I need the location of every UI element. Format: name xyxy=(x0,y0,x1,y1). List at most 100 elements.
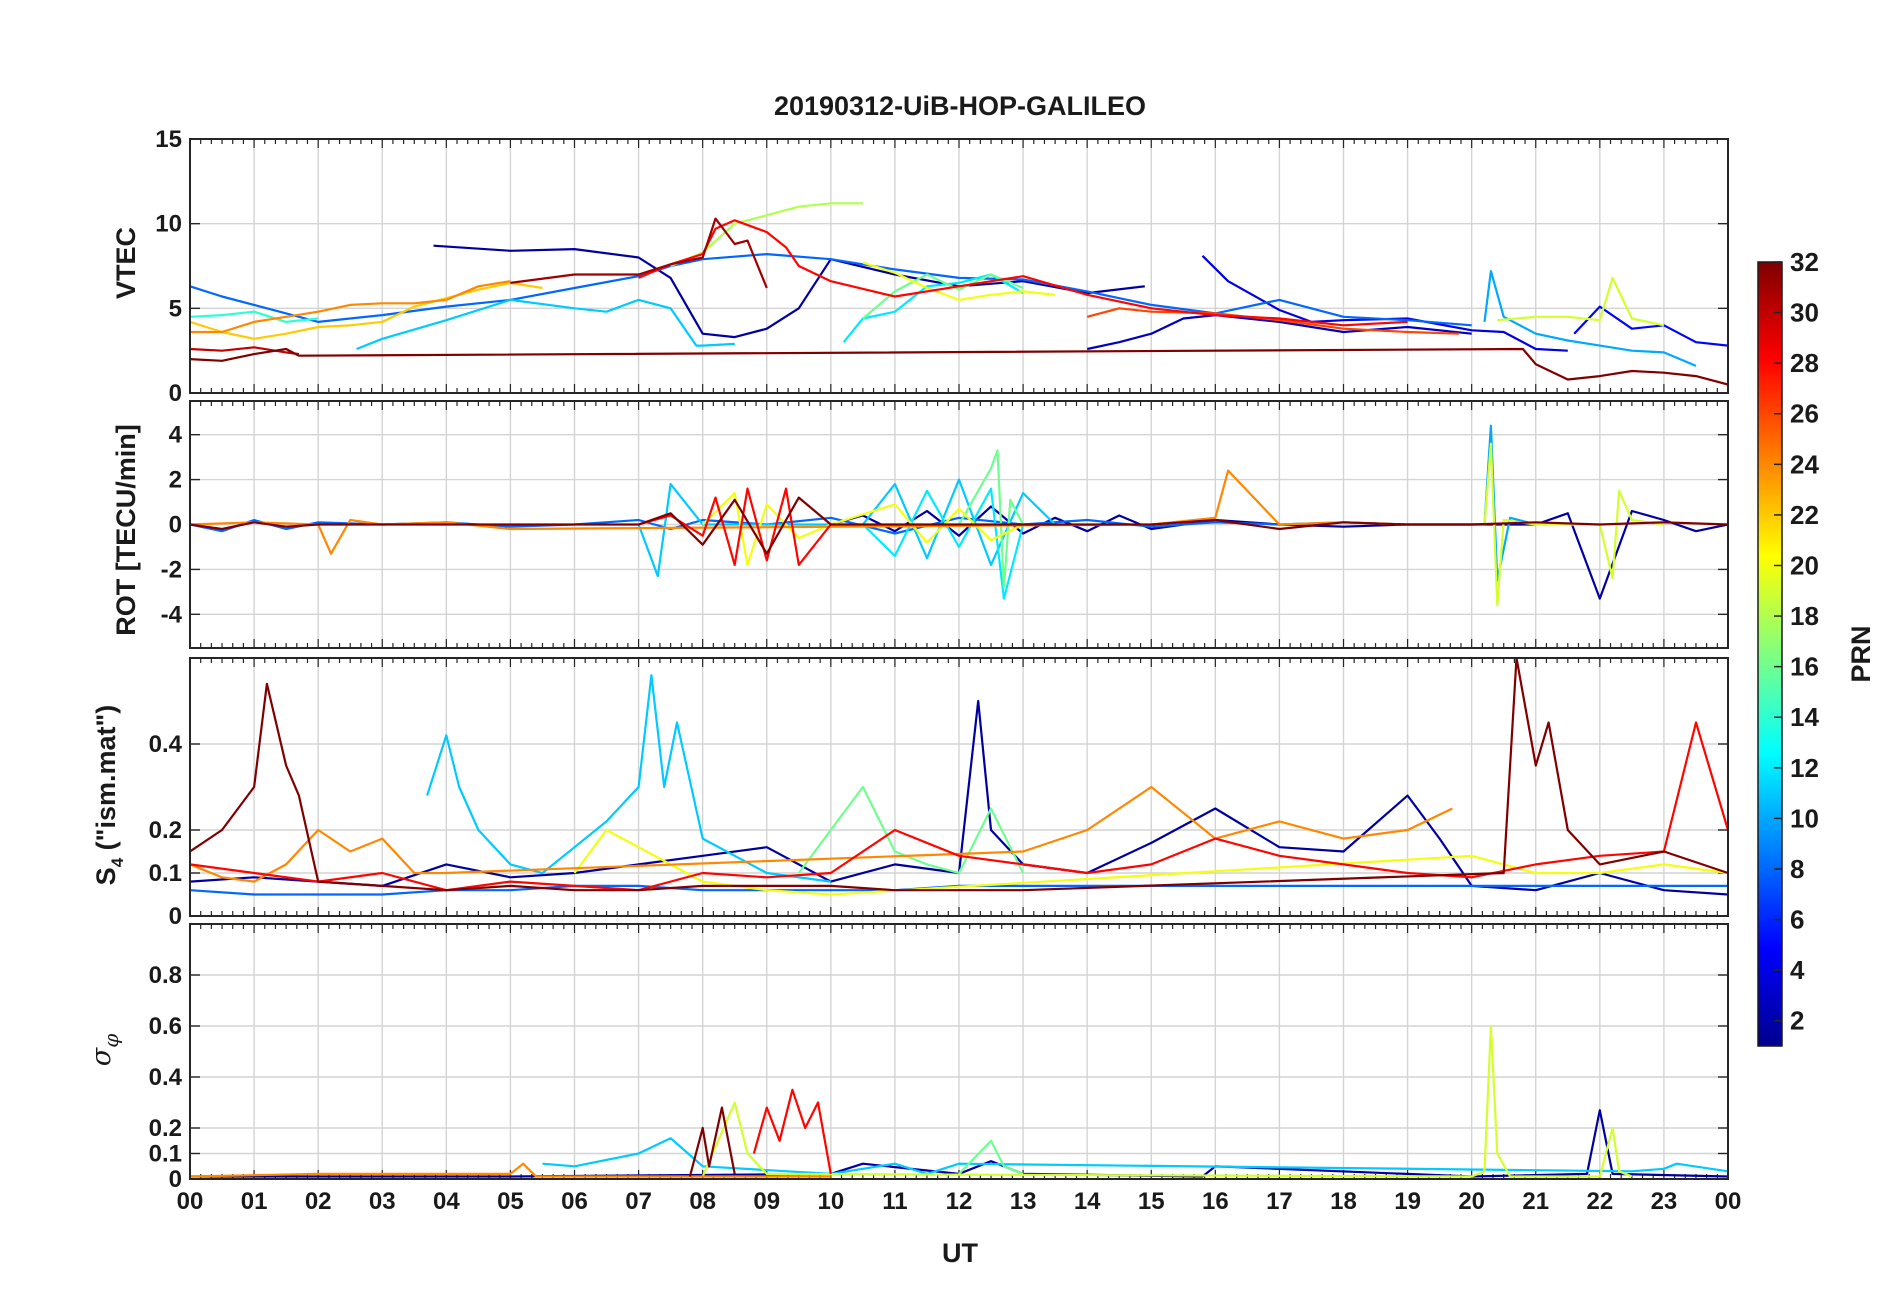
colorbar-tick-label: 28 xyxy=(1790,348,1819,378)
series-line-prn-19 xyxy=(701,1024,1633,1178)
chart-title: 20190312-UiB-HOP-GALILEO xyxy=(774,91,1146,121)
x-tick-label: 19 xyxy=(1394,1188,1421,1215)
x-tick-label: 10 xyxy=(817,1188,844,1215)
y-tick-label: 0.1 xyxy=(149,860,182,887)
panel-s4: 0 0.1 0.2 0.4 xyxy=(149,657,1729,930)
panel-frame xyxy=(189,923,1729,1180)
panel-vtec: 0 5 10 15 xyxy=(155,126,1729,407)
series-line-prn-28 xyxy=(638,487,832,567)
x-tick-label: 15 xyxy=(1138,1188,1165,1215)
y-tick-label: -4 xyxy=(161,601,183,628)
series-line-prn-10 xyxy=(1483,270,1697,367)
x-tick-label: 21 xyxy=(1522,1188,1549,1215)
y-tick-label: 0 xyxy=(169,380,182,407)
x-tick-label: 13 xyxy=(1010,1188,1037,1215)
y-tick-label: 0.8 xyxy=(149,962,182,989)
series-line-prn-20 xyxy=(862,261,1056,301)
x-tick-label: 18 xyxy=(1330,1188,1357,1215)
series-line-prn-14 xyxy=(190,310,319,323)
y-tick-label: -2 xyxy=(161,556,182,583)
y-tick-label: 0.2 xyxy=(149,817,182,844)
panel-sigma_phi: 00.10.2 0.4 0.6 0.8 00 01 02 03 04 05 06 07 08 09 10 11… xyxy=(149,923,1742,1215)
series-line-prn-16 xyxy=(958,1139,1024,1175)
rot-axis-label: ROT [TECU/min] xyxy=(111,424,141,635)
series-line-prn-24 xyxy=(190,1162,831,1178)
series-line-prn-12 xyxy=(862,487,1025,600)
colorbar-tick-label: 6 xyxy=(1790,905,1804,935)
series-line-prn-2 xyxy=(433,244,1145,339)
y-tick-label: 0.6 xyxy=(149,1013,182,1040)
series-line-prn-8 xyxy=(190,253,1472,327)
series-group xyxy=(190,1024,1728,1178)
series-group xyxy=(190,658,1728,896)
y-tick-label: 0.2 xyxy=(149,1115,182,1142)
y-tick-label: 0.1 xyxy=(149,1141,182,1168)
series-line-prn-22 xyxy=(190,281,543,340)
colorbar xyxy=(1757,261,1783,1047)
x-tick-label: 22 xyxy=(1586,1188,1613,1215)
vtec-axis-label: VTEC xyxy=(111,227,141,299)
series-line-prn-31 xyxy=(510,217,768,289)
colorbar-tick-label: 12 xyxy=(1790,753,1819,783)
x-tick-label: 07 xyxy=(625,1188,652,1215)
y-tick-label: 4 xyxy=(169,422,183,449)
colorbar-tick-label: 2 xyxy=(1790,1006,1804,1036)
colorbar-tick-label: 32 xyxy=(1790,247,1819,277)
series-line-prn-11 xyxy=(426,674,831,883)
x-tick-label: 00 xyxy=(1715,1188,1742,1215)
series-line-prn-32 xyxy=(688,1106,736,1177)
colorbar-label: PRN xyxy=(1846,625,1876,682)
x-tick-label: 16 xyxy=(1202,1188,1229,1215)
y-tick-label: 0 xyxy=(169,1166,182,1193)
colorbar-tick-label: 10 xyxy=(1790,803,1819,833)
x-tick-label: 06 xyxy=(561,1188,588,1215)
y-tick-label: 15 xyxy=(155,126,182,153)
series-line-prn-11 xyxy=(356,298,735,351)
x-tick-label: 08 xyxy=(689,1188,716,1215)
y-tick-label: 0 xyxy=(169,903,182,930)
series-line-prn-24 xyxy=(190,469,1472,555)
series-line-prn-11 xyxy=(542,1137,1728,1176)
panel-rot: -4 -2 0 2 4 xyxy=(161,400,1729,649)
series-line-prn-32 xyxy=(190,658,1728,892)
x-tick-label: 02 xyxy=(305,1188,332,1215)
x-tick-label: 11 xyxy=(882,1188,907,1215)
x-tick-label: 04 xyxy=(433,1188,460,1215)
x-tick-label: 14 xyxy=(1074,1188,1101,1215)
s4-axis-label: S4 ("ism.mat") xyxy=(91,705,127,886)
x-tick-label: 17 xyxy=(1266,1188,1293,1215)
colorbar-tick-label: 4 xyxy=(1790,955,1805,985)
series-line-prn-24 xyxy=(190,785,1453,883)
colorbar-tick-label: 16 xyxy=(1790,652,1819,682)
series-line-prn-20 xyxy=(573,828,1728,896)
y-tick-label: 10 xyxy=(155,211,182,238)
sigma-phi-axis-label: σφ xyxy=(86,1034,123,1066)
series-line-prn-19 xyxy=(1497,276,1665,327)
colorbar-tick-label: 22 xyxy=(1790,500,1819,530)
series-group xyxy=(190,424,1728,607)
series-group xyxy=(190,202,1728,386)
series-line-prn-24 xyxy=(190,280,511,334)
colorbar-tick-label: 18 xyxy=(1790,601,1819,631)
x-axis-label: UT xyxy=(942,1238,978,1268)
x-tick-label: 20 xyxy=(1458,1188,1485,1215)
panel-frame xyxy=(189,138,1729,394)
series-line-prn-30 xyxy=(190,346,300,356)
series-line-prn-16 xyxy=(797,785,1025,875)
plot-panels: 051015-4-202400.10.20.400.10.20.40.60.80… xyxy=(149,126,1742,1215)
panel-frame xyxy=(189,657,1729,917)
colorbar-tick-label: 20 xyxy=(1790,550,1819,580)
colorbar-tick-label: 8 xyxy=(1790,854,1804,884)
y-tick-label: 0.4 xyxy=(149,731,183,758)
colorbar-tick-label: 14 xyxy=(1790,702,1819,732)
y-tick-label: 5 xyxy=(169,295,182,322)
series-line-prn-5 xyxy=(1573,305,1728,347)
series-line-prn-32 xyxy=(190,347,1728,386)
x-tick-label: 01 xyxy=(241,1188,268,1215)
series-line-prn-16 xyxy=(958,449,1025,589)
series-line-prn-28 xyxy=(638,219,1408,327)
x-tick-label: 09 xyxy=(753,1188,780,1215)
series-line-prn-32 xyxy=(190,496,1728,555)
